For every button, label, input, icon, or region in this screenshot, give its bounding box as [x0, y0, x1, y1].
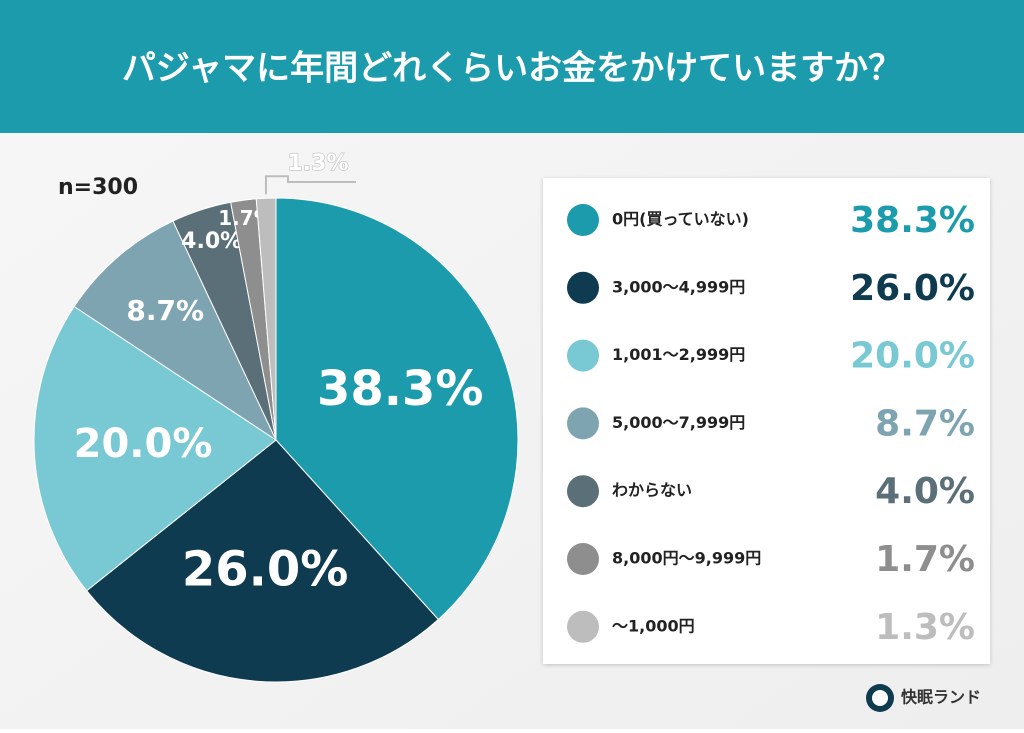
legend-swatch	[567, 543, 599, 575]
pie-slice	[255, 197, 277, 441]
pie-slice	[85, 439, 440, 683]
legend-label: 1,001〜2,999円	[612, 345, 745, 364]
legend-swatch	[567, 610, 599, 643]
slice-label: 38.3%	[317, 361, 484, 417]
legend-swatch	[567, 204, 599, 236]
slice-label: 8.7%	[126, 294, 204, 327]
legend-label: 0円(買っていない)	[612, 210, 749, 229]
legend-value: 1.3%	[875, 607, 975, 648]
leader-line	[264, 175, 356, 195]
legend-label: 8,000円〜9,999円	[612, 549, 761, 568]
legend-value: 38.3%	[850, 200, 975, 241]
header	[0, 0, 1024, 133]
legend-label: 5,000〜7,999円	[612, 413, 745, 432]
legend-value: 4.0%	[875, 471, 975, 512]
slice-label: 1.3%	[287, 151, 348, 176]
pie-slice	[73, 220, 278, 442]
legend-value: 26.0%	[850, 268, 975, 309]
legend-swatch	[567, 475, 599, 508]
pie-slice	[275, 197, 519, 621]
brand-name: 快眠ランド	[901, 688, 981, 707]
brand-logo: 快眠ランド	[866, 684, 981, 712]
slice-label: 26.0%	[182, 542, 349, 598]
legend-swatch	[567, 407, 599, 440]
chart-title: パジャマに年間どれくらいお金をかけていますか？	[122, 49, 902, 89]
legend-box	[543, 178, 990, 664]
legend-value: 8.7%	[875, 403, 975, 444]
legend-label: 3,000〜4,999円	[612, 277, 745, 296]
pie-slice	[33, 305, 277, 592]
legend-swatch	[567, 339, 599, 372]
legend-swatch	[567, 271, 599, 304]
legend-value: 20.0%	[850, 336, 975, 377]
slice-label: 4.0%	[181, 229, 242, 254]
legend-label: 〜1,000円	[612, 616, 695, 635]
legend-label: わからない	[612, 481, 692, 500]
legend-value: 1.7%	[875, 539, 975, 580]
slice-label: 20.0%	[74, 421, 213, 467]
brand-icon-inner	[872, 690, 888, 706]
sample-size: n=300	[58, 175, 138, 200]
